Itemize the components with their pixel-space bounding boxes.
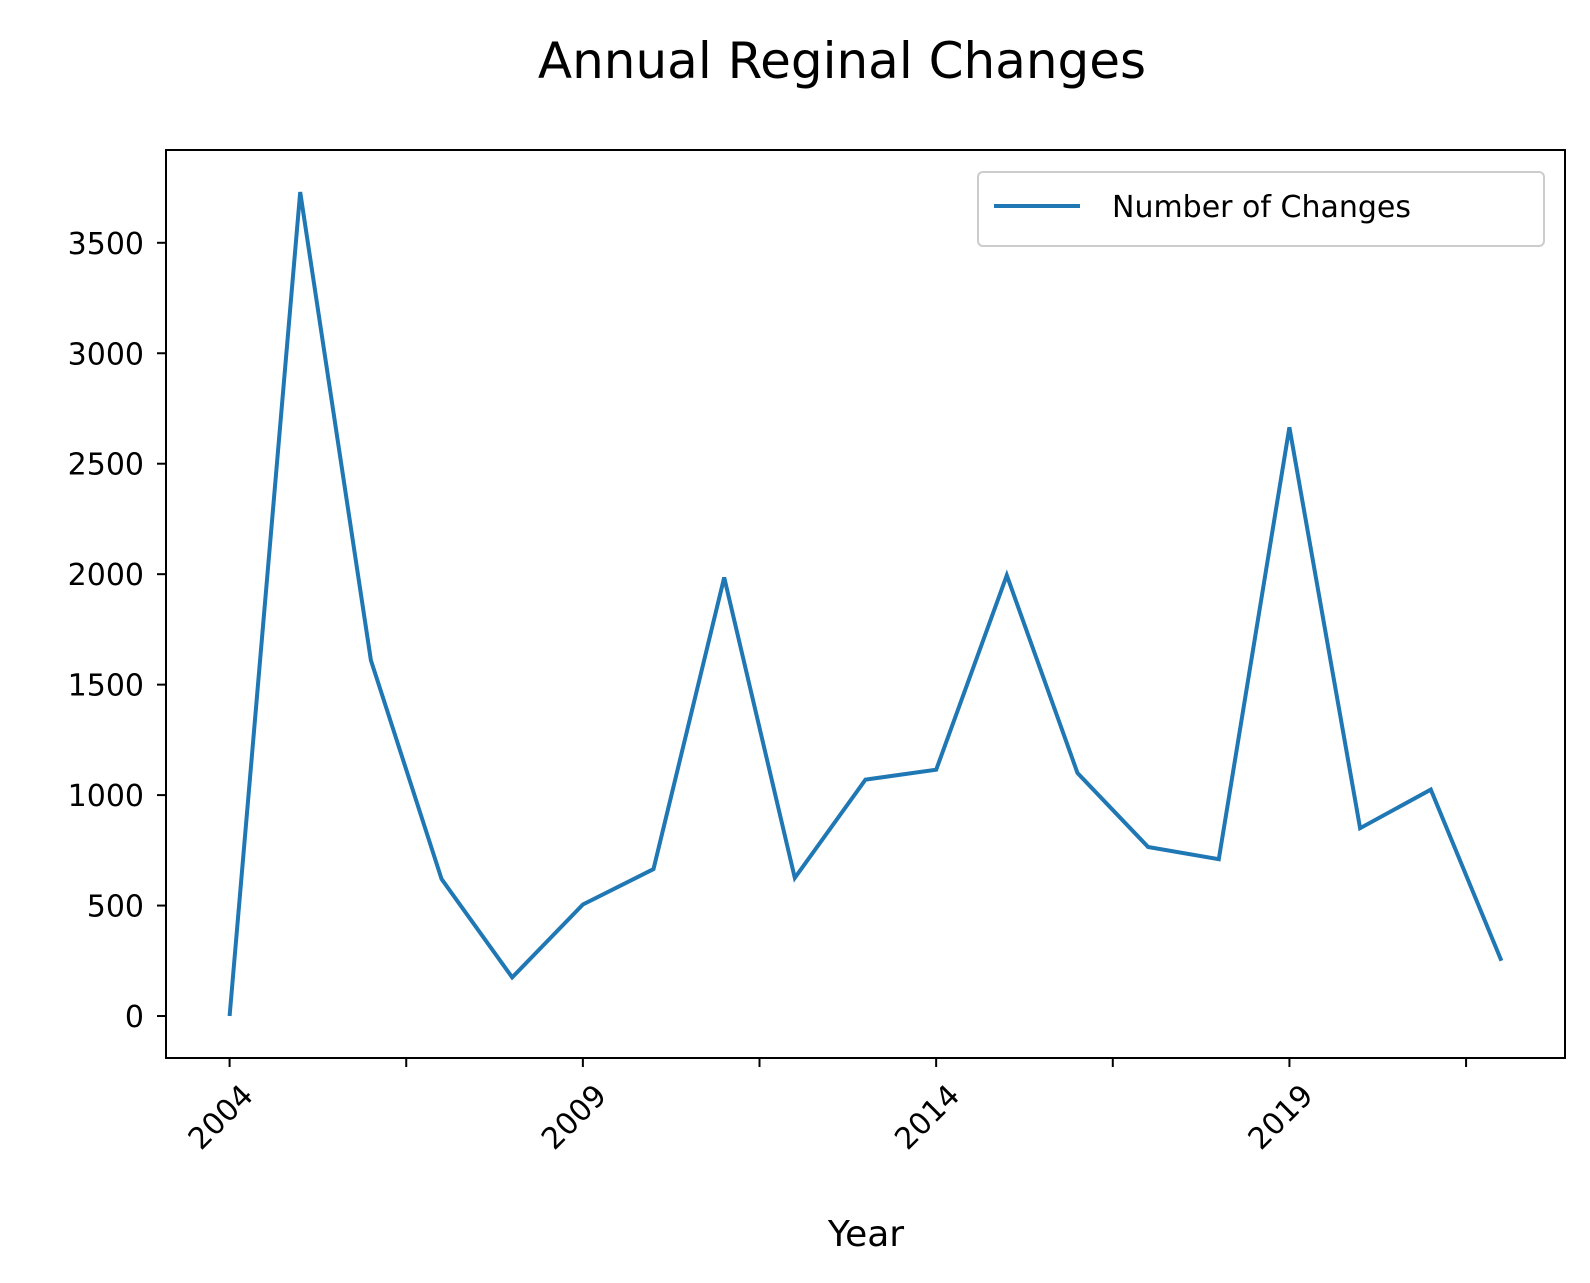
series-line [227,191,1504,1017]
x-tick-label: 2004 [182,1078,261,1157]
x-tick-label: 2019 [1242,1078,1321,1157]
y-tick-label: 0 [125,1000,144,1035]
axis-ticks: 0 500 1000 1500 2000 2500 3000 3500 2004 2009 2014… [68,227,1468,1157]
x-tick-label: 2009 [535,1078,614,1157]
chart-title: Annual Reginal Changes [538,32,1146,90]
y-tick-label: 1500 [68,669,144,704]
legend-box [977,171,1545,247]
series-layer [227,191,1504,1017]
y-tick-label: 2500 [68,448,144,483]
y-tick-label: 500 [87,890,144,925]
x-axis-label: Year [827,1214,904,1255]
plot-frame [165,149,1566,1059]
x-tick-label: 2014 [888,1078,967,1157]
legend: Number of Changes [977,171,1545,247]
y-tick-label: 2000 [68,558,144,593]
y-tick-label: 1000 [68,779,144,814]
legend-label: Number of Changes [1112,190,1411,225]
y-tick-label: 3000 [68,337,144,372]
y-tick-label: 3500 [68,227,144,262]
